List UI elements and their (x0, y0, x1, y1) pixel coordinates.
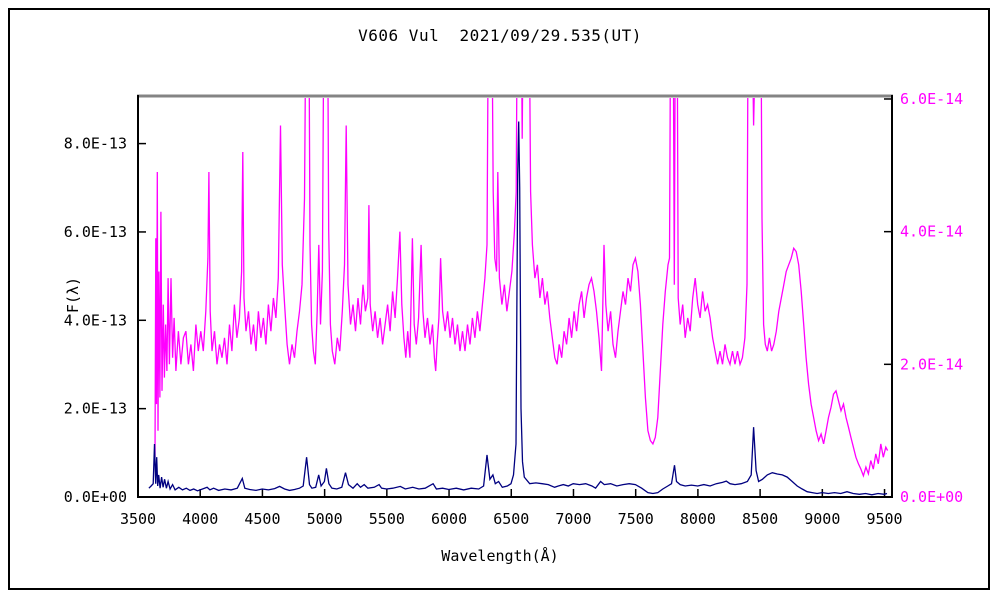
x-axis-label: Wavelength(Å) (441, 546, 558, 565)
y-left-tick-label: 0.0E+00 (64, 488, 127, 506)
x-tick-label: 7000 (555, 510, 591, 528)
x-tick-label: 4000 (182, 510, 218, 528)
magenta-spectrum-line (154, 98, 889, 478)
y-left-tick-label: 8.0E-13 (64, 135, 127, 153)
plot-frame (137, 94, 893, 498)
y-left-tick-label: 2.0E-13 (64, 400, 127, 418)
x-tick-label: 8500 (742, 510, 778, 528)
navy-spectrum-line (148, 121, 888, 496)
x-tick-label: 6500 (493, 510, 529, 528)
tick-labels: 3500 4000 4500 5000 5500 6000 6500 7000 7500 8000… (64, 90, 963, 528)
y-left-tick-label: 6.0E-13 (64, 223, 127, 241)
chart-title: V606 Vul 2021/09/29.535(UT) (358, 26, 642, 45)
x-tick-label: 5500 (369, 510, 405, 528)
x-tick-label: 6000 (431, 510, 467, 528)
y-right-tick-label: 4.0E-14 (900, 223, 963, 241)
x-tick-label: 9500 (866, 510, 902, 528)
y-left-tick-label: 4.0E-13 (64, 311, 127, 329)
y-right-tick-label: 6.0E-14 (900, 90, 963, 108)
series-lines (148, 98, 889, 496)
y-right-tick-label: 2.0E-14 (900, 355, 963, 373)
figure-border (8, 8, 990, 590)
x-tick-label: 7500 (618, 510, 654, 528)
x-tick-label: 8000 (680, 510, 716, 528)
y-axis-label-left: F(λ) (64, 277, 82, 313)
x-tick-label: 9000 (804, 510, 840, 528)
y-right-tick-label: 0.0E+00 (900, 488, 963, 506)
x-tick-label: 4500 (244, 510, 280, 528)
axes (137, 98, 892, 498)
x-tick-label: 3500 (120, 510, 156, 528)
x-tick-label: 5000 (307, 510, 343, 528)
